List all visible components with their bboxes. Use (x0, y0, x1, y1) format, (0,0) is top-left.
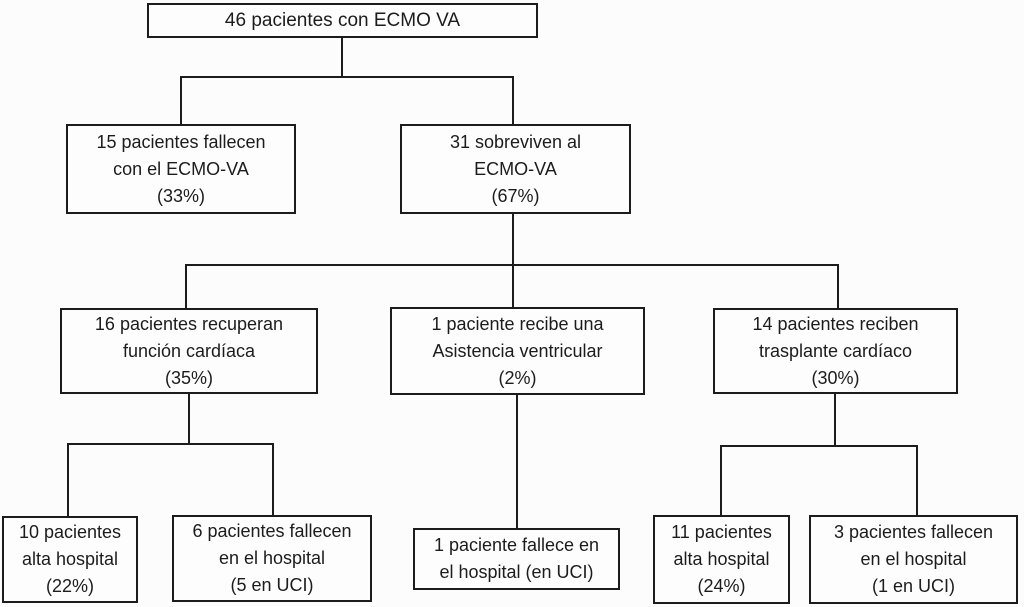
node-recovered-discharged: 10 pacientes alta hospital (22%) (2, 516, 138, 603)
node-recovered-discharged-line: 10 pacientes (18, 522, 122, 542)
node-died-ecmo-percent: (33%) (156, 185, 205, 206)
node-vad: 1 paciente recibe una Asistencia ventric… (390, 307, 645, 395)
node-vad-line: 1 paciente recibe una (431, 313, 604, 334)
connector-transplant-stem (834, 393, 836, 447)
node-died-ecmo-line: con el ECMO-VA (113, 158, 249, 179)
connector-root-stem (341, 37, 343, 78)
node-transplant-discharged-line: 11 pacientes (671, 522, 772, 542)
node-vad-line: Asistencia ventricular (432, 340, 603, 361)
node-recovered-discharged-line: alta hospital (21, 549, 119, 569)
connector-transplant-right-drop (916, 445, 918, 515)
node-recovered-died-detail: (5 en UCI) (230, 575, 314, 595)
connector-vad-stem (516, 394, 518, 528)
node-transplant-discharged-percent: (24%) (697, 576, 746, 596)
node-survived-ecmo: 31 sobreviven al ECMO-VA (67%) (400, 124, 631, 214)
node-recovered-line: 16 pacientes recuperan (94, 313, 284, 334)
node-recovered-died-line: 6 pacientes fallecen (192, 521, 352, 541)
connector-recovered-left-drop (67, 443, 69, 516)
connector-level2-left-drop (180, 76, 182, 124)
connector-survived-stem (512, 213, 514, 266)
node-transplant-died-line: en el hospital (860, 549, 967, 569)
node-died-ecmo-line: 15 pacientes fallecen (96, 131, 266, 152)
connector-level2-right-drop (512, 76, 514, 124)
connector-level3-right-drop (837, 264, 839, 308)
connector-level2-bar (180, 76, 514, 78)
node-recovered-percent: (35%) (164, 367, 213, 388)
node-transplant-died-detail: (1 en UCI) (871, 576, 956, 596)
node-vad-died-line: 1 paciente fallece en (433, 535, 600, 555)
node-survived-ecmo-line: 31 sobreviven al (449, 131, 582, 152)
node-recovered-line: función cardíaca (122, 340, 256, 361)
node-transplant-discharged-line: alta hospital (673, 549, 770, 569)
connector-level3-mid-drop (512, 264, 514, 307)
node-recovered-discharged-percent: (22%) (45, 576, 94, 596)
node-vad-percent: (2%) (498, 367, 537, 388)
node-transplant-percent: (30%) (811, 367, 860, 388)
connector-transplant-left-drop (720, 445, 722, 515)
node-transplant: 14 pacientes reciben trasplante cardíaco… (713, 308, 958, 394)
node-transplant-discharged: 11 pacientes alta hospital (24%) (653, 515, 790, 604)
node-survived-ecmo-percent: (67%) (491, 185, 540, 206)
node-recovered: 16 pacientes recuperan función cardíaca … (60, 308, 318, 394)
node-vad-died-line: el hospital (en UCI) (439, 562, 594, 582)
connector-recovered-right-drop (272, 443, 274, 515)
node-vad-died: 1 paciente fallece en el hospital (en UC… (413, 528, 620, 590)
node-transplant-line: trasplante cardíaco (758, 340, 913, 361)
connector-recovered-stem (188, 393, 190, 445)
node-transplant-died: 3 pacientes fallecen en el hospital (1 e… (809, 515, 1018, 604)
node-recovered-died: 6 pacientes fallecen en el hospital (5 e… (172, 515, 372, 602)
connector-recovered-bar (67, 443, 274, 445)
node-transplant-died-line: 3 pacientes fallecen (833, 522, 994, 542)
connector-transplant-bar (720, 445, 918, 447)
connector-level3-left-drop (185, 264, 187, 308)
node-root: 46 pacientes con ECMO VA (147, 3, 538, 38)
node-transplant-line: 14 pacientes reciben (752, 313, 919, 334)
node-root-label: 46 pacientes con ECMO VA (224, 9, 461, 31)
node-survived-ecmo-line: ECMO-VA (474, 158, 557, 179)
node-recovered-died-line: en el hospital (218, 548, 326, 568)
node-died-ecmo: 15 pacientes fallecen con el ECMO-VA (33… (66, 124, 296, 214)
